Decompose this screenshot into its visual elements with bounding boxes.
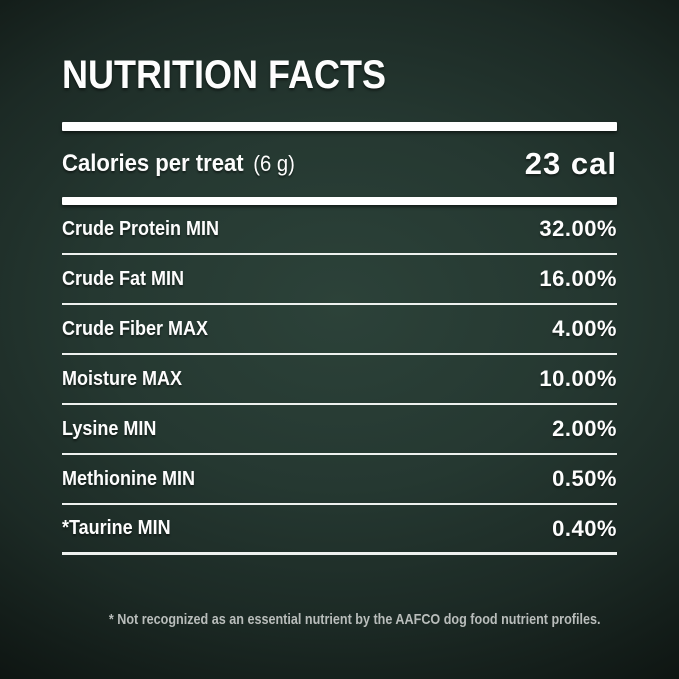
nutrient-value: 0.50% xyxy=(552,466,617,491)
nutrient-value: 2.00% xyxy=(552,416,617,441)
nutrient-row: *Taurine MIN 0.40% xyxy=(62,505,617,555)
calories-value: 23 cal xyxy=(524,146,617,181)
nutrient-label: Methionine MIN xyxy=(62,467,195,490)
nutrient-table: Crude Protein MIN 32.00% Crude Fat MIN 1… xyxy=(62,205,617,555)
nutrient-label: Crude Fiber MAX xyxy=(62,317,209,340)
nutrient-label: Crude Protein MIN xyxy=(62,217,220,240)
nutrient-row: Crude Protein MIN 32.00% xyxy=(62,205,617,255)
serving-size: (6 g) xyxy=(253,151,295,176)
footnote: * Not recognized as an essential nutrien… xyxy=(62,609,617,631)
nutrient-value: 4.00% xyxy=(552,316,617,341)
nutrient-value: 0.40% xyxy=(552,515,617,541)
nutrient-label: Moisture MAX xyxy=(62,367,183,390)
label-content: NUTRITION FACTS Calories per treat (6 g)… xyxy=(62,0,617,631)
nutrient-row: Crude Fat MIN 16.00% xyxy=(62,255,617,305)
nutrient-value: 16.00% xyxy=(539,266,617,291)
nutrient-label: Crude Fat MIN xyxy=(62,267,185,290)
divider-thick-bottom xyxy=(62,197,617,205)
page-title-text: NUTRITION FACTS xyxy=(62,53,386,97)
nutrient-label: *Taurine MIN xyxy=(62,517,171,539)
nutrient-value: 32.00% xyxy=(539,216,617,241)
divider-thick-top xyxy=(62,122,617,131)
calories-label: Calories per treat xyxy=(62,150,244,177)
footnote-text: * Not recognized as an essential nutrien… xyxy=(108,611,601,628)
nutrient-value: 10.00% xyxy=(539,366,617,391)
page-title: NUTRITION FACTS xyxy=(62,55,617,95)
nutrient-row: Lysine MIN 2.00% xyxy=(62,405,617,455)
nutrient-row: Moisture MAX 10.00% xyxy=(62,355,617,405)
nutrient-row: Crude Fiber MAX 4.00% xyxy=(62,305,617,355)
calories-label-group: Calories per treat (6 g) xyxy=(62,150,295,178)
nutrient-label: Lysine MIN xyxy=(62,417,157,440)
calories-row: Calories per treat (6 g) 23 cal xyxy=(62,131,617,197)
nutrient-row: Methionine MIN 0.50% xyxy=(62,455,617,505)
